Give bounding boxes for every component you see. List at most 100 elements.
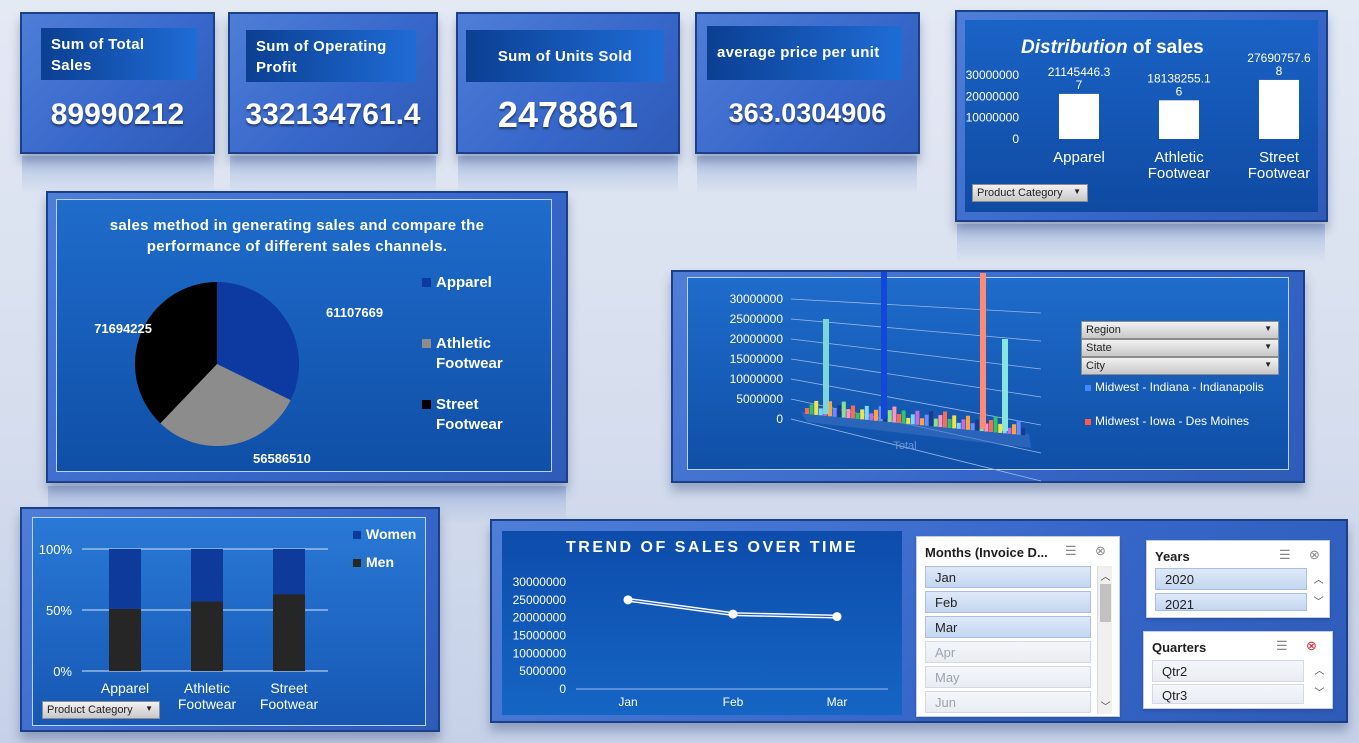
data-label: 61107669: [326, 305, 383, 320]
bar: [1259, 79, 1299, 139]
bar: [915, 410, 920, 425]
bar: [897, 414, 901, 423]
region-chart: 30000000 25000000 20000000 15000000 10000000…: [730, 272, 1042, 482]
scroll-down-icon[interactable]: ﹀: [1100, 702, 1111, 713]
clear-filter-icon[interactable]: ⊗: [1309, 547, 1320, 562]
bar-men: [273, 594, 305, 671]
bar: [864, 405, 869, 420]
slicer-item-feb[interactable]: Feb: [925, 591, 1091, 613]
clear-filter-icon[interactable]: ⊗: [1095, 543, 1106, 558]
bar: [1012, 424, 1016, 435]
scroll-up-icon[interactable]: ︿: [1313, 575, 1324, 586]
bar: [956, 422, 961, 429]
slicer-item-2020[interactable]: 2020: [1155, 568, 1307, 590]
bar: [1021, 428, 1026, 436]
bar: [860, 409, 865, 420]
kpi-title: Sum of Units Sold: [466, 30, 664, 82]
chevron-down-icon: ▼: [1264, 360, 1272, 369]
scroll-down-icon[interactable]: ﹀: [1313, 597, 1324, 608]
bar-women: [273, 549, 305, 595]
clear-filter-icon[interactable]: ⊗: [1306, 638, 1317, 653]
bar: [924, 414, 929, 426]
bar: [805, 408, 809, 414]
slicer-item-mar[interactable]: Mar: [925, 616, 1091, 638]
bar: [809, 404, 814, 415]
gridline: [790, 358, 1042, 398]
data-label: 21145446.3: [1048, 65, 1111, 79]
gridline: [790, 298, 1042, 314]
scroll-down-icon[interactable]: ﹀: [1314, 688, 1325, 699]
chevron-down-icon: ▼: [1073, 187, 1081, 196]
slicer-item-may[interactable]: May: [925, 666, 1091, 688]
slicer-item-2021[interactable]: 2021: [1155, 593, 1307, 612]
trend-title: TREND OF SALES OVER TIME: [565, 539, 858, 556]
kpi-card-units-sold: Sum of Units Sold 2478861: [456, 12, 680, 154]
legend-swatch: [353, 531, 361, 539]
legend-swatch: [1085, 419, 1091, 425]
years-slicer: Years ☰ ⊗ 2020 2021 ︿ ﹀: [1146, 540, 1330, 618]
bar: [929, 411, 934, 427]
pie-chart: 61107669 56586510 71694225 Apparel Athletic F…: [94, 274, 503, 466]
y-tick-label: 100%: [39, 542, 73, 557]
data-label-cont: 8: [1276, 64, 1283, 78]
kpi-title: Sum of Total Sales: [41, 28, 197, 80]
legend-label: Women: [366, 526, 416, 542]
bar: [933, 418, 938, 427]
bar: [1016, 420, 1021, 435]
scroll-up-icon[interactable]: ︿: [1314, 666, 1325, 677]
gender-card: 100% 50% 0% Apparel Athletic Footwear Street Fo…: [20, 507, 440, 732]
city-filter[interactable]: City ▼: [1081, 357, 1279, 375]
slicer-item-qtr2[interactable]: Qtr2: [1152, 660, 1304, 682]
multi-select-icon[interactable]: ☰: [1279, 547, 1291, 562]
chevron-down-icon: ▼: [1264, 324, 1272, 333]
gridline: [790, 378, 1042, 426]
legend-label: Footwear: [436, 355, 503, 372]
scrollbar[interactable]: ︿ ﹀: [1097, 566, 1112, 714]
legend-label: Street: [436, 396, 479, 413]
data-label: 27690757.6: [1247, 51, 1311, 65]
bar: [980, 273, 986, 429]
multi-select-icon[interactable]: ☰: [1065, 543, 1077, 558]
x-tick-label: Feb: [723, 695, 744, 709]
bar: [901, 410, 906, 424]
distribution-chart: 30000000 20000000 10000000 0 21145446.37 Appa…: [966, 51, 1311, 182]
y-tick-label: 25000000: [730, 312, 784, 326]
gender-chart: 100%50%0%Apparel AthleticFootwearStreetFo…: [39, 526, 417, 712]
slicer-item-qtr3[interactable]: Qtr3: [1152, 684, 1304, 704]
scroll-thumb[interactable]: [1100, 584, 1111, 622]
bar: [855, 412, 860, 419]
x-tick-label: Apparel: [101, 680, 149, 696]
gender-product-category-filter[interactable]: Product Category ▼: [42, 701, 160, 719]
x-tick-label: Footwear: [260, 696, 319, 712]
y-tick-label: 25000000: [513, 593, 567, 607]
bar: [814, 400, 819, 415]
legend-swatch: [422, 278, 431, 287]
chevron-down-icon: ▼: [1264, 342, 1272, 351]
bar-women: [191, 549, 223, 602]
region-card: 30000000 25000000 20000000 15000000 10000000…: [671, 270, 1305, 483]
slicer-item-apr[interactable]: Apr: [925, 641, 1091, 663]
bar-men: [109, 608, 141, 671]
bar: [984, 423, 989, 432]
slicer-item-jun[interactable]: Jun: [925, 691, 1091, 713]
bar-women: [109, 549, 141, 609]
x-tick-label: Athletic: [1154, 149, 1204, 166]
state-filter[interactable]: State ▼: [1081, 339, 1279, 357]
x-tick-label: Footwear: [178, 696, 237, 712]
scroll-up-icon[interactable]: ︿: [1100, 572, 1111, 583]
x-tick-label: Apparel: [1053, 149, 1105, 166]
legend-label: Footwear: [436, 416, 503, 433]
slicer-title: Years: [1155, 549, 1190, 564]
bar: [993, 416, 998, 433]
region-filter[interactable]: Region ▼: [1081, 321, 1279, 339]
filter-label: Product Category: [977, 187, 1063, 199]
sales-method-card: sales method in generating sales and com…: [46, 191, 568, 483]
legend-item: Midwest - Indiana - Indianapolis: [1085, 380, 1264, 394]
multi-select-icon[interactable]: ☰: [1276, 638, 1288, 653]
bar: [975, 419, 980, 431]
slicer-title: Months (Invoice D...: [925, 545, 1048, 560]
product-category-filter[interactable]: Product Category ▼: [972, 184, 1088, 202]
slicer-item-jan[interactable]: Jan: [925, 566, 1091, 588]
x-tick-label: Athletic: [184, 680, 230, 696]
legend-label: Men: [366, 554, 394, 570]
